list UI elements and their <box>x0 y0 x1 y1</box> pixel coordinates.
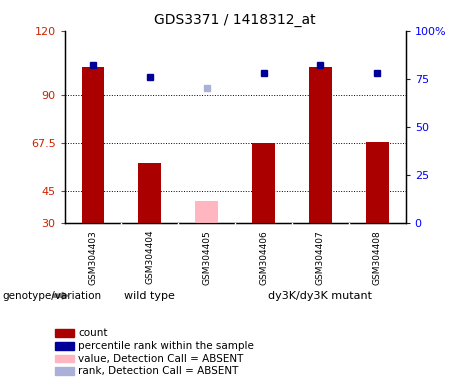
Text: percentile rank within the sample: percentile rank within the sample <box>78 341 254 351</box>
Text: count: count <box>78 328 108 338</box>
Bar <box>82 67 104 223</box>
Bar <box>252 143 275 223</box>
Text: wild type: wild type <box>124 291 175 301</box>
Bar <box>366 142 389 223</box>
Text: rank, Detection Call = ABSENT: rank, Detection Call = ABSENT <box>78 366 239 376</box>
Bar <box>309 67 332 223</box>
Text: GSM304407: GSM304407 <box>316 230 325 285</box>
Text: GSM304404: GSM304404 <box>145 230 154 285</box>
Text: GSM304406: GSM304406 <box>259 230 268 285</box>
Bar <box>138 163 161 223</box>
Text: GSM304403: GSM304403 <box>89 230 97 285</box>
Text: dy3K/dy3K mutant: dy3K/dy3K mutant <box>268 291 372 301</box>
Title: GDS3371 / 1418312_at: GDS3371 / 1418312_at <box>154 13 316 27</box>
Text: GSM304405: GSM304405 <box>202 230 211 285</box>
Bar <box>195 201 218 223</box>
Text: genotype/variation: genotype/variation <box>2 291 101 301</box>
Text: value, Detection Call = ABSENT: value, Detection Call = ABSENT <box>78 354 244 364</box>
Text: GSM304408: GSM304408 <box>373 230 382 285</box>
